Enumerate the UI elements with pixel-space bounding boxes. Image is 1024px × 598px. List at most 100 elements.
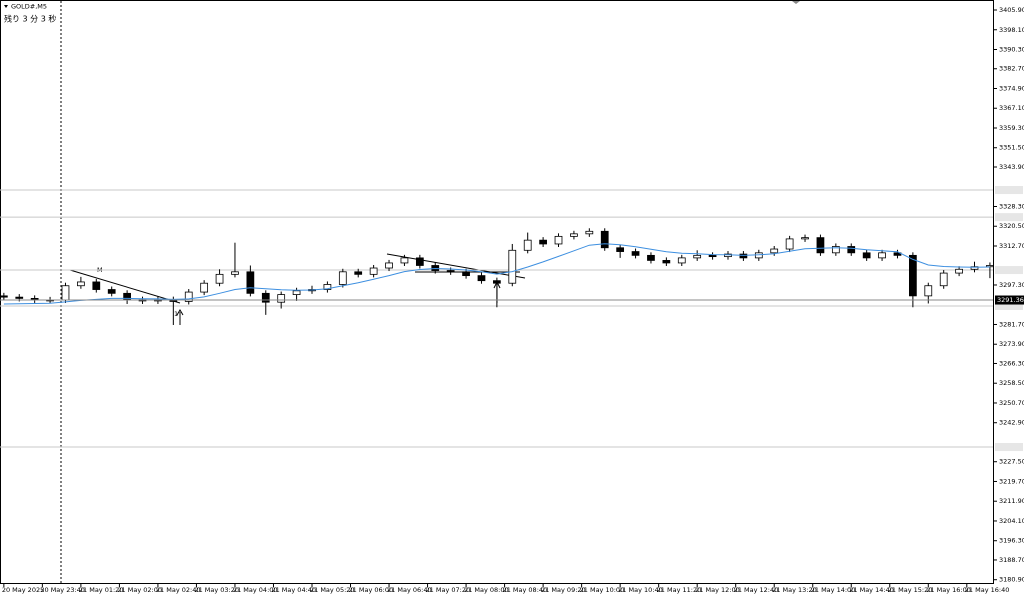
candle-body <box>939 272 948 287</box>
timer-text: 残り 3 分 3 秒 <box>4 14 56 24</box>
candle-body <box>539 239 547 245</box>
candle-body <box>354 271 363 275</box>
y-tick-label: 3398.10 <box>999 26 1024 34</box>
x-tick-label: 21 May 12:40 <box>734 586 779 594</box>
candle-body <box>215 273 224 284</box>
y-tick-label: 3188.70 <box>999 556 1024 564</box>
candle-body <box>184 291 193 302</box>
y-tick-label: 3405.90 <box>999 6 1024 14</box>
price-tag <box>995 186 1023 195</box>
candle-body <box>970 266 979 270</box>
candle-body <box>61 285 70 301</box>
y-tick-label: 3281.70 <box>999 320 1024 328</box>
y-tick-label: 3196.30 <box>999 537 1024 545</box>
candle-body <box>200 282 209 293</box>
x-tick-label: 21 May 04:00 <box>233 586 278 594</box>
candle-body <box>570 233 578 237</box>
candle-body <box>0 295 8 298</box>
candle-body <box>477 275 486 282</box>
candle-body <box>493 280 501 284</box>
x-tick-label: 21 May 10:00 <box>580 586 625 594</box>
x-tick-label: 21 May 14:00 <box>811 586 856 594</box>
candle-body <box>369 267 378 275</box>
candle-body <box>292 290 301 296</box>
y-tick-label: 3211.90 <box>999 497 1024 505</box>
bid-tag <box>995 295 1024 305</box>
x-tick-label: 21 May 05:20 <box>310 586 355 594</box>
x-tick-label: 21 May 06:00 <box>349 586 394 594</box>
x-tick-label: 21 May 07:20 <box>426 586 471 594</box>
y-tick-label: 3382.70 <box>999 65 1024 73</box>
y-tick-label: 3367.10 <box>999 104 1024 112</box>
candle-body <box>924 285 933 297</box>
candle-body <box>616 247 625 252</box>
price-tag <box>995 301 1023 310</box>
candle-body <box>847 246 856 254</box>
candle-body <box>415 257 424 266</box>
symbol-menu-icon[interactable] <box>4 5 8 8</box>
candle-body <box>246 271 255 294</box>
candle-body <box>955 268 963 274</box>
y-tick-label: 3343.90 <box>999 163 1024 171</box>
bid-label: 3291.36 <box>997 296 1024 304</box>
x-tick-label: 21 May 02:40 <box>156 586 201 594</box>
x-tick-label: 21 May 03:20 <box>194 586 239 594</box>
symbol-title: GOLD#,M5 <box>11 3 47 11</box>
moving-average <box>3 243 990 305</box>
x-tick-label: 21 May 16:40 <box>965 586 1010 594</box>
candle-body <box>231 271 239 275</box>
x-tick-label: 21 May 14:40 <box>849 586 894 594</box>
x-tick-label: 21 May 06:40 <box>387 586 432 594</box>
candle-body <box>816 237 825 254</box>
y-tick-label: 3351.50 <box>999 144 1024 152</box>
arrow-up <box>176 309 184 325</box>
y-tick-label: 3227.50 <box>999 458 1024 466</box>
candle-body <box>92 281 101 290</box>
shift-marker <box>792 1 800 4</box>
y-tick-label: 3390.30 <box>999 46 1024 54</box>
y-tick-label: 3219.70 <box>999 477 1024 485</box>
candle-body <box>677 257 686 264</box>
y-tick-label: 3180.90 <box>999 576 1024 584</box>
y-tick-label: 3359.30 <box>999 124 1024 132</box>
x-tick-label: 21 May 15:20 <box>888 586 933 594</box>
x-tick-label: 21 May 16:00 <box>926 586 971 594</box>
candle-body <box>986 265 994 268</box>
candle-body <box>338 271 347 285</box>
candle-body <box>662 260 671 264</box>
price-tag <box>995 266 1023 275</box>
x-tick-label: 21 May 08:00 <box>464 586 509 594</box>
y-tick-label: 3328.30 <box>999 202 1024 210</box>
candle-body <box>647 254 655 261</box>
y-tick-label: 3258.50 <box>999 379 1024 387</box>
candle-body <box>462 271 470 277</box>
x-tick-label: 21 May 13:20 <box>772 586 817 594</box>
y-tick-label: 3242.90 <box>999 419 1024 427</box>
candle-body <box>508 249 517 284</box>
candle-body <box>323 284 332 290</box>
candle-body <box>739 253 748 259</box>
candle-body <box>446 270 455 273</box>
candle-body <box>708 254 717 258</box>
candle-body <box>862 252 871 259</box>
annotation: 1 <box>174 310 178 318</box>
y-tick-label: 3312.70 <box>999 242 1024 250</box>
x-tick-label: 20 May 23:40 <box>40 586 85 594</box>
x-tick-label: 21 May 01:20 <box>79 586 124 594</box>
candle-body <box>693 254 702 259</box>
x-tick-label: 21 May 10:40 <box>618 586 663 594</box>
y-tick-label: 3250.70 <box>999 399 1024 407</box>
candle-body <box>277 294 286 303</box>
candle-body <box>77 281 85 287</box>
candle-body <box>107 289 116 294</box>
y-tick-label: 3297.30 <box>999 281 1024 289</box>
y-tick-label: 3266.30 <box>999 359 1024 367</box>
candle-body <box>770 248 779 254</box>
candle-body <box>585 230 594 235</box>
candle-body <box>801 237 809 240</box>
candle-body <box>554 235 563 245</box>
y-tick-label: 3374.90 <box>999 84 1024 92</box>
candle-body <box>878 252 886 259</box>
